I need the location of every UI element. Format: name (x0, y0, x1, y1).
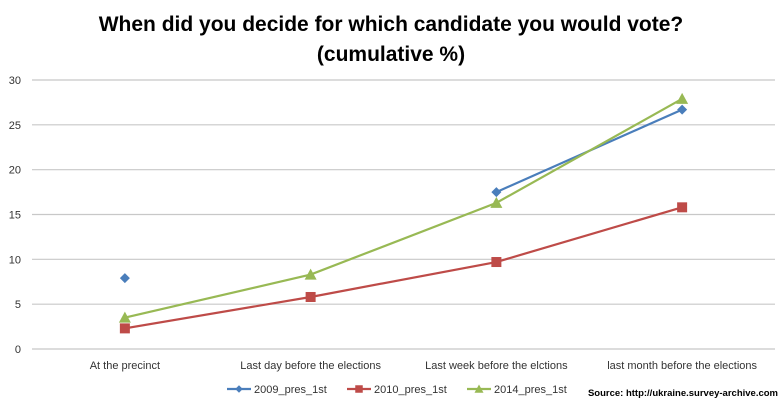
svg-text:2014_pres_1st: 2014_pres_1st (494, 384, 567, 396)
square-marker-icon (355, 385, 363, 393)
x-tick-label: last month before the elections (607, 360, 757, 372)
y-tick-label: 25 (9, 120, 21, 132)
legend-item-2009_pres_1st: 2009_pres_1st (227, 384, 327, 396)
x-tick-label: Last day before the elections (240, 360, 381, 372)
triangle-marker-icon (490, 196, 503, 208)
triangle-marker-icon (474, 384, 484, 393)
triangle-marker-icon (676, 92, 689, 104)
legend-item-2010_pres_1st: 2010_pres_1st (347, 384, 447, 396)
y-tick-label: 30 (9, 75, 21, 87)
diamond-marker-icon (491, 187, 502, 198)
y-tick-label: 0 (15, 344, 21, 356)
y-tick-label: 10 (9, 254, 21, 266)
triangle-marker-icon (118, 311, 131, 323)
x-tick-label: At the precinct (90, 360, 160, 372)
series-2009_pres_1st (119, 104, 688, 284)
square-marker-icon (677, 202, 688, 213)
svg-text:2010_pres_1st: 2010_pres_1st (374, 384, 447, 396)
subtitle-line: (cumulative %) (316, 43, 466, 66)
source-note: Source: http://ukraine.survey-archive.co… (587, 388, 778, 399)
x-tick-label: Last week before the elctions (425, 360, 568, 372)
y-tick-label: 20 (9, 165, 21, 177)
square-marker-icon (119, 323, 130, 334)
series-2010_pres_1st (119, 202, 688, 334)
diamond-marker-icon (235, 385, 243, 393)
chart-title: When did you decide for which candidate … (0, 10, 782, 70)
diamond-marker-icon (119, 273, 130, 284)
square-marker-icon (491, 257, 502, 268)
triangle-marker-icon (304, 268, 317, 280)
series-2014_pres_1st (118, 92, 689, 323)
title-line: When did you decide for which candidate … (98, 13, 684, 36)
square-marker-icon (305, 291, 316, 302)
svg-text:2009_pres_1st: 2009_pres_1st (254, 384, 327, 396)
legend-item-2014_pres_1st: 2014_pres_1st (467, 384, 567, 396)
y-tick-label: 5 (15, 299, 21, 311)
diamond-marker-icon (677, 104, 688, 115)
y-tick-label: 15 (9, 210, 21, 222)
